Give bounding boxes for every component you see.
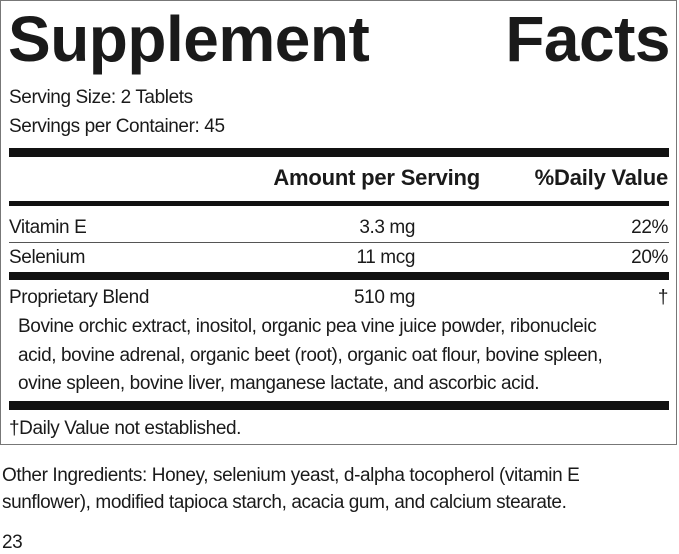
- serving-size: Serving Size: 2 Tablets: [9, 87, 193, 108]
- nutrient-name: Vitamin E: [9, 217, 87, 238]
- blend-ingredients: acid, bovine adrenal, organic beet (root…: [18, 345, 603, 366]
- daily-value: 22%: [631, 217, 668, 238]
- nutrient-name: Proprietary Blend: [9, 287, 149, 308]
- other-ingredients: Other Ingredients: Honey, selenium yeast…: [2, 465, 580, 486]
- daily-value: †: [657, 287, 669, 308]
- label-box: Supplement Facts Serving Size: 2 Tablets…: [0, 0, 677, 445]
- thick-rule: [9, 401, 669, 410]
- daily-value: 20%: [631, 247, 668, 268]
- title-word: Facts: [505, 3, 670, 75]
- page-number: 23: [2, 532, 23, 553]
- thick-rule: [9, 148, 669, 157]
- blend-ingredients: Bovine orchic extract, inositol, organic…: [18, 316, 597, 337]
- servings-per-container: Servings per Container: 45: [9, 116, 225, 137]
- thick-rule: [9, 272, 669, 280]
- column-header: %Daily Value: [534, 165, 669, 190]
- amount: 3.3 mg: [359, 217, 415, 238]
- column-header: Amount per Serving: [273, 165, 480, 190]
- other-ingredients: sunflower), modified tapioca starch, aca…: [2, 492, 567, 513]
- title-word: Supplement: [8, 3, 370, 75]
- amount: 510 mg: [354, 287, 415, 308]
- row-rule: [9, 242, 669, 243]
- nutrient-name: Selenium: [9, 247, 86, 268]
- amount: 11 mcg: [356, 247, 416, 268]
- title: Supplement Facts: [8, 3, 670, 75]
- footnote: †Daily Value not established.: [9, 418, 242, 439]
- medium-rule: [9, 201, 669, 206]
- blend-ingredients: ovine spleen, bovine liver, manganese la…: [18, 373, 540, 394]
